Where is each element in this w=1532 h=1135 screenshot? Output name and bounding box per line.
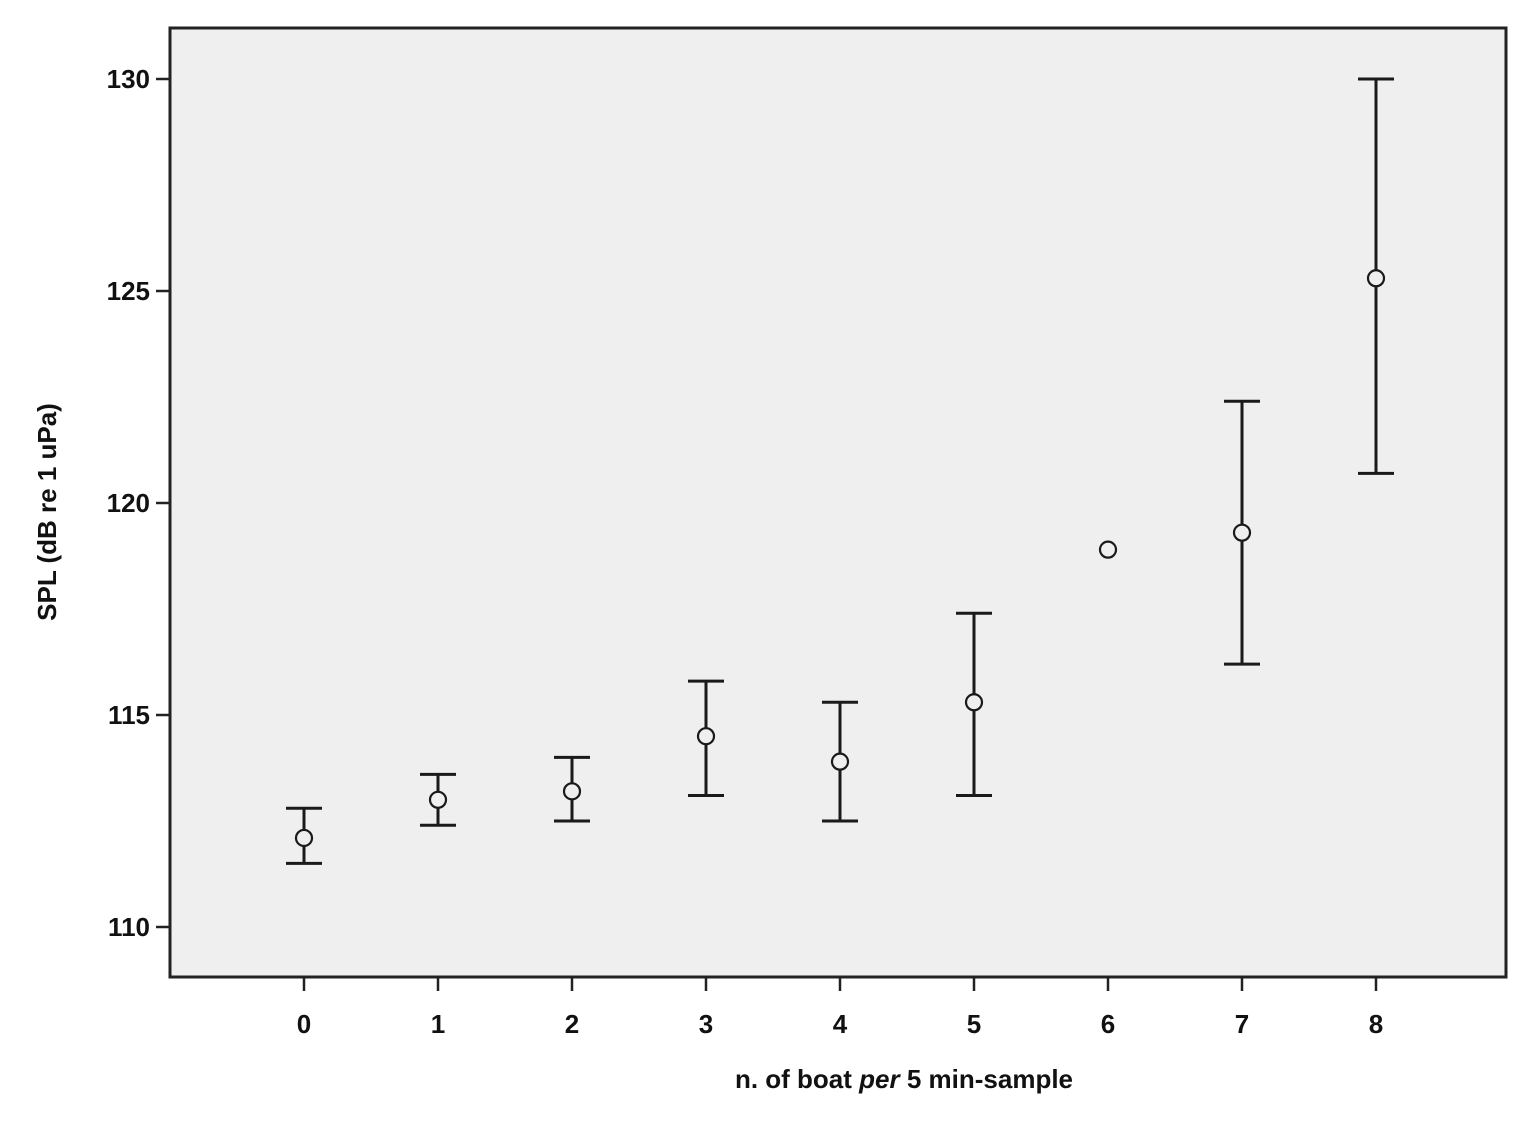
data-marks bbox=[286, 77, 1394, 865]
y-axis-title: SPL (dB re 1 uPa) bbox=[32, 403, 62, 621]
x-tick-label: 0 bbox=[297, 1009, 311, 1039]
x-axis-title-part: per bbox=[858, 1064, 901, 1094]
x-tick-label: 6 bbox=[1101, 1009, 1115, 1039]
y-tick-label: 120 bbox=[107, 488, 150, 518]
x-tick-label: 5 bbox=[967, 1009, 981, 1039]
mean-point bbox=[1098, 540, 1118, 559]
mean-point bbox=[428, 790, 448, 809]
x-axis: 0 1 2 3 4 5 6 7 8 bbox=[297, 977, 1383, 1039]
y-tick-label: 130 bbox=[107, 64, 150, 94]
mean-point bbox=[830, 752, 850, 771]
x-tick-label: 1 bbox=[431, 1009, 445, 1039]
x-tick-label: 4 bbox=[833, 1009, 848, 1039]
x-tick-label: 2 bbox=[565, 1009, 579, 1039]
mean-point bbox=[294, 828, 314, 848]
y-axis: 110 115 120 125 130 bbox=[107, 64, 170, 942]
x-tick-label: 3 bbox=[699, 1009, 713, 1039]
plot-area bbox=[168, 26, 1508, 979]
x-tick-label: 8 bbox=[1369, 1009, 1383, 1039]
x-tick-label: 7 bbox=[1235, 1009, 1249, 1039]
y-tick-label: 125 bbox=[107, 276, 150, 306]
mean-point bbox=[964, 693, 984, 712]
x-axis-title-part: n. of boat bbox=[735, 1064, 859, 1094]
mean-point bbox=[696, 727, 716, 746]
y-tick-label: 110 bbox=[108, 912, 150, 942]
mean-point bbox=[1232, 523, 1252, 542]
mean-point bbox=[562, 782, 582, 801]
y-tick-label: 115 bbox=[108, 700, 150, 730]
x-axis-title-part: 5 min-sample bbox=[900, 1064, 1073, 1094]
x-axis-title: n. of boat per 5 min-sample bbox=[735, 1064, 1073, 1094]
mean-point bbox=[1366, 269, 1386, 288]
